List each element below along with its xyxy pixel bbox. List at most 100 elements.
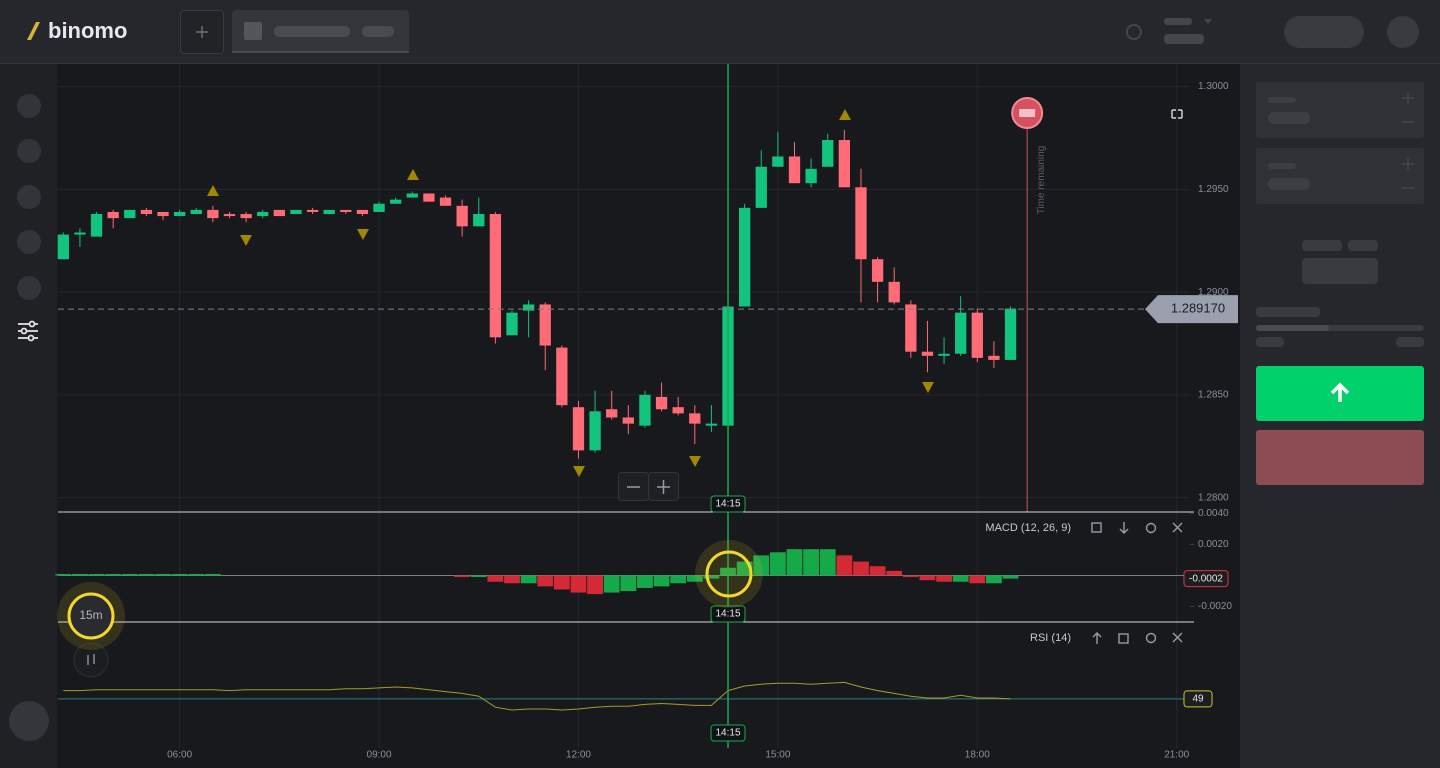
asset-rate-placeholder [362,26,394,37]
candle-body [855,187,867,260]
candle-body [340,209,352,212]
macd-bar [520,575,537,584]
sidebar-button[interactable] [17,276,41,300]
candle-body [888,281,900,303]
y-tick-label: -0.0020 [1198,601,1232,612]
placeholder [1256,337,1284,347]
candle-body [107,211,119,219]
balance-placeholder [1164,34,1204,44]
placeholder [1256,307,1320,317]
candle-body [639,394,651,426]
highlight-halo [695,540,763,608]
dropdown-icon[interactable] [1204,19,1212,24]
candle-body [689,413,701,424]
macd-bar [1002,575,1019,579]
divider [0,63,1440,64]
candle [439,195,452,206]
zoom-controls [618,472,679,501]
candle [805,158,817,188]
cursor-time-label: 14:15 [716,499,741,510]
candle-body [705,423,718,426]
candle-body [606,409,618,418]
amount-input[interactable] [1256,148,1424,204]
candle-body [838,140,851,188]
candle [705,405,718,432]
candle-body [489,214,502,338]
fullscreen-icon[interactable] [1171,109,1183,119]
candle-body [622,417,634,424]
candle [57,232,69,260]
candle [107,209,119,229]
candle [639,390,651,428]
time-input[interactable] [1256,82,1424,138]
candle [423,193,435,202]
cursor-time-label: 14:15 [716,728,741,739]
macd-bar [587,575,603,595]
macd-bar [902,575,919,578]
macd-controls[interactable] [1091,522,1183,534]
placeholder [1396,337,1424,347]
stepper-icons[interactable] [1402,158,1414,189]
macd-bar [670,575,687,584]
candle [257,209,269,219]
candle-body [805,168,817,184]
candle-body [1004,308,1017,360]
candle [124,209,136,219]
y-tick-label: 1.2900 [1198,287,1229,298]
chart-type-button[interactable] [73,642,109,678]
sidebar-button[interactable] [17,94,41,118]
candle-body [556,347,568,406]
logo[interactable]: binomo [27,18,127,43]
candle [323,209,335,215]
placeholder [1302,258,1378,284]
profile-avatar[interactable] [1387,16,1419,48]
macd-bar [138,573,155,576]
candle-body [439,197,452,206]
macd-bar [155,573,171,576]
expiry-label: Time remaining [1036,146,1047,215]
candle [306,207,319,215]
candle-body [223,214,236,217]
macd-bar [653,575,670,587]
macd-bar [553,575,570,590]
sidebar-button[interactable] [17,139,41,163]
chat-button[interactable] [9,701,49,741]
sidebar-button[interactable] [17,185,41,209]
current-price-badge [1145,295,1238,324]
asset-flag [244,22,262,40]
candle-body [124,209,136,219]
candle [772,131,784,167]
y-tick-label: 1.3000 [1198,81,1229,92]
candle [672,396,684,416]
macd-bar [204,573,221,576]
deposit-button[interactable] [1284,16,1364,48]
rsi-controls[interactable] [1092,632,1183,644]
candle [373,201,385,212]
down-button[interactable] [1256,430,1424,485]
macd-bar [620,575,637,592]
candle-body [323,209,335,215]
sidebar-button[interactable] [17,230,41,254]
candle [988,341,1000,369]
timeframe-button[interactable] [67,592,115,640]
macd-bar [969,575,986,584]
candle [838,129,851,188]
candle [788,142,801,184]
candle [223,211,236,219]
candle-body [589,411,601,451]
refresh-icon[interactable] [1126,24,1142,40]
candle-body [738,207,751,307]
left-sidebar [0,64,57,768]
candle [606,390,618,420]
candle [207,205,219,223]
expiry-flag [1019,109,1036,117]
candle [290,209,302,215]
candle [738,203,751,307]
timeframe-label: 15m [79,608,102,622]
candle-body [423,193,435,202]
settings-icon[interactable] [18,320,38,342]
stepper-icons[interactable] [1402,92,1414,123]
macd-bar [769,552,786,576]
candle [522,300,535,338]
